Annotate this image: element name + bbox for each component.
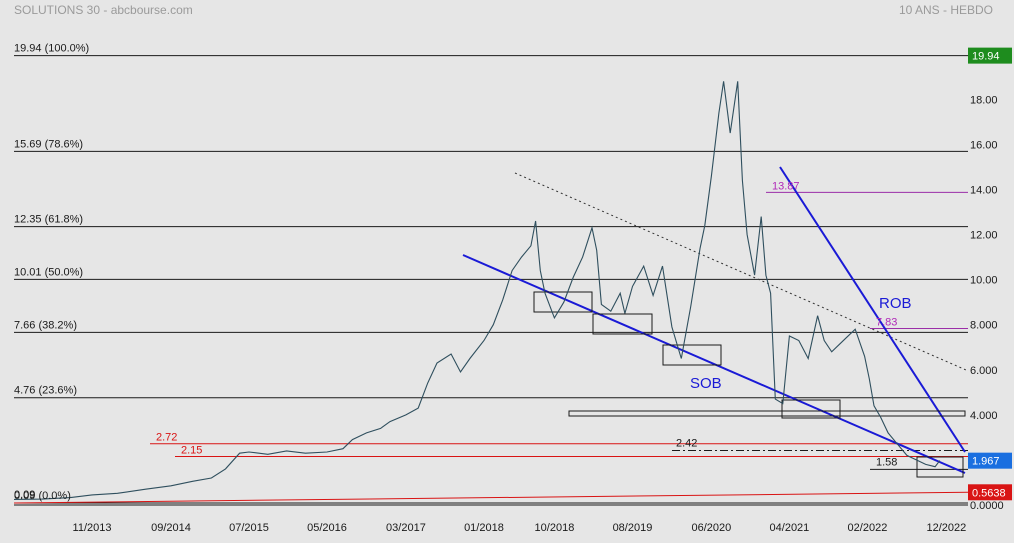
timeframe-label: 10 ANS - HEBDO (899, 3, 993, 17)
purple-level-label: 7.83 (876, 317, 897, 329)
x-tick-label: 01/2018 (464, 522, 504, 534)
y-tick-label: 14.00 (970, 184, 998, 196)
annotation-rob: ROB (879, 295, 912, 312)
annotation-box (568, 410, 966, 417)
price-tag-box (968, 484, 1012, 501)
red-level-label: 2.72 (156, 432, 177, 444)
sob-trendline (462, 254, 966, 474)
annotation-box (533, 291, 593, 313)
annotation-box (592, 313, 653, 335)
y-tick-label: 18.00 (970, 94, 998, 106)
x-tick-label: 04/2021 (770, 522, 810, 534)
fib-axis-tag: 0.09 (14, 489, 35, 501)
annotation-box (916, 456, 964, 478)
x-tick-label: 08/2019 (613, 522, 653, 534)
x-tick-label: 02/2022 (848, 522, 888, 534)
y-tick-label: 10.00 (970, 275, 998, 287)
price-tag-label: 19.94 (972, 51, 1000, 63)
fib-level-label: 4.76 (23.6%) (14, 385, 77, 397)
y-tick-label: 4.000 (970, 410, 998, 422)
purple-level-label: 13.87 (772, 180, 800, 192)
x-tick-label: 05/2016 (307, 522, 347, 534)
source-title: SOLUTIONS 30 - abcbourse.com (14, 3, 193, 17)
y-tick-label: 12.00 (970, 230, 998, 242)
x-tick-label: 06/2020 (692, 522, 732, 534)
x-tick-label: 11/2013 (73, 522, 112, 534)
support-line-red (13, 491, 969, 504)
price-series-line (13, 81, 941, 500)
fib-level-label: 12.35 (61.8%) (14, 214, 83, 226)
price-tag-label: 0.5638 (972, 487, 1006, 499)
x-tick-label: 07/2015 (229, 522, 269, 534)
x-tick-label: 10/2018 (535, 522, 575, 534)
red-level-label: 2.15 (181, 445, 202, 457)
fib-level-label: 7.66 (38.2%) (14, 319, 77, 331)
fib-level-label: 15.69 (78.6%) (14, 138, 83, 150)
price-tag-box (968, 452, 1012, 469)
level-label-158: 1.58 (876, 456, 897, 468)
annotation-box (781, 399, 841, 419)
x-tick-label: 03/2017 (386, 522, 426, 534)
annotation-sob: SOB (690, 375, 722, 392)
x-tick-label: 09/2014 (151, 522, 191, 534)
x-tick-label: 12/2022 (926, 522, 966, 534)
annotation-box (662, 344, 722, 366)
fib-level-label: 10.01 (50.0%) (14, 266, 83, 278)
rob-trendline (779, 166, 966, 453)
y-tick-label: 8.000 (970, 320, 998, 332)
price-tag-box (968, 47, 1012, 64)
price-tag-label: 1.967 (972, 456, 1000, 468)
level-label-242: 2.42 (676, 437, 697, 449)
fib-level-label: 0.09 (0.0%) (14, 490, 71, 502)
y-tick-label: 0.0000 (970, 500, 1004, 512)
y-tick-label: 16.00 (970, 139, 998, 151)
y-tick-label: 6.000 (970, 365, 998, 377)
fib-level-label: 19.94 (100.0%) (14, 43, 89, 55)
